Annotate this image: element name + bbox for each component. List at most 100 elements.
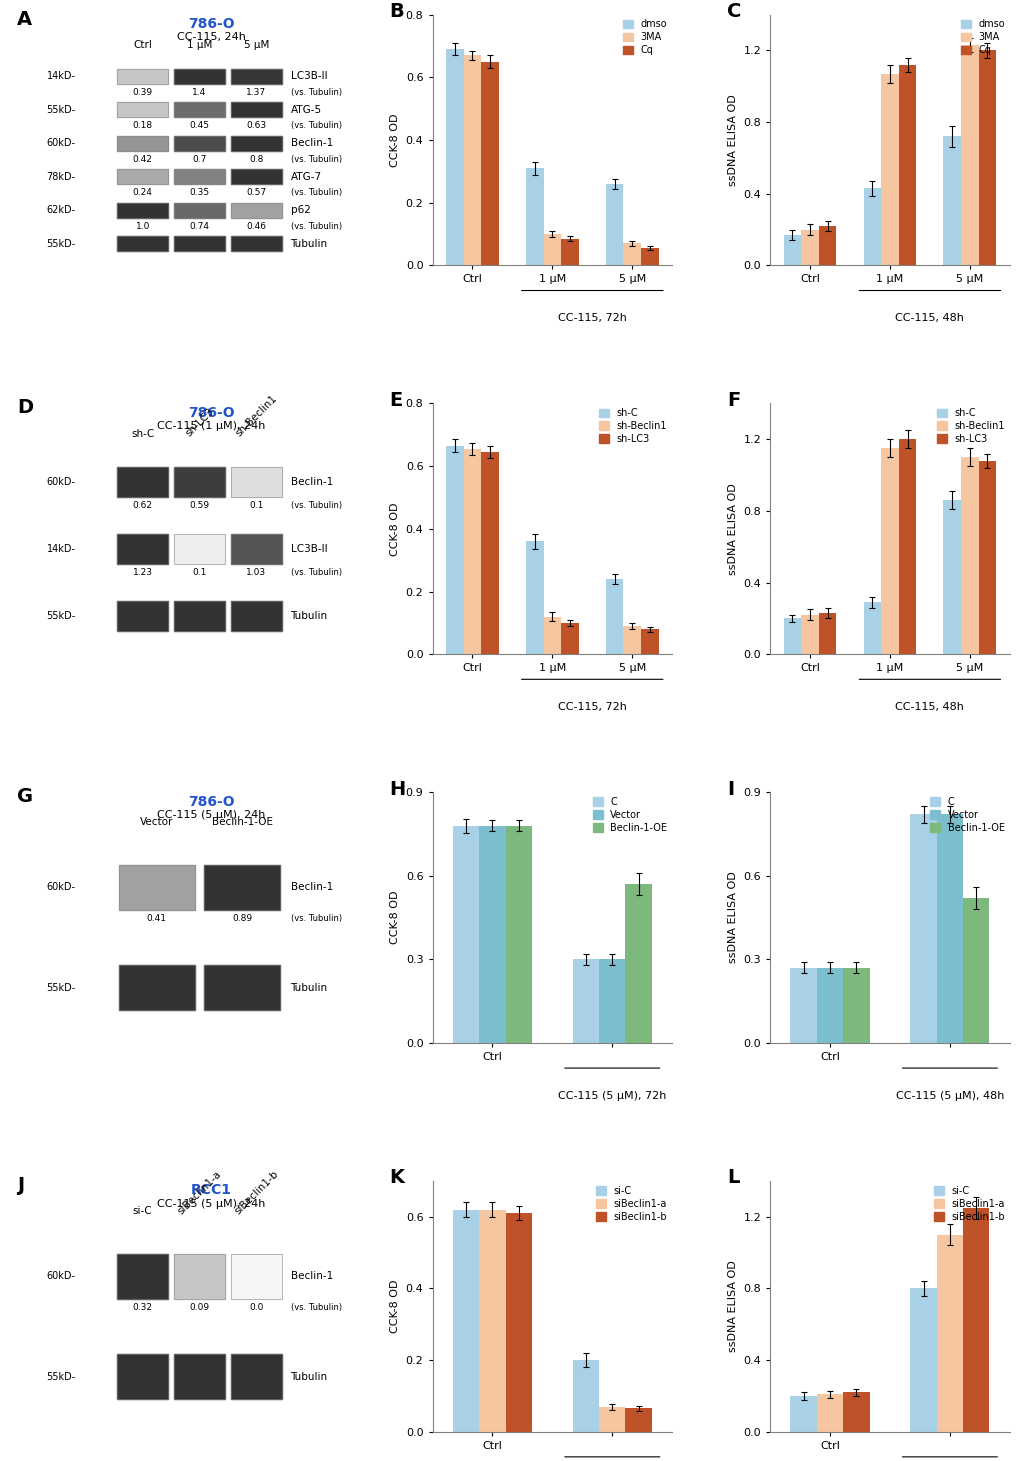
Text: CC-115, 72h: CC-115, 72h xyxy=(557,701,626,712)
Bar xyxy=(481,451,498,655)
Text: siBeclin1-a: siBeclin1-a xyxy=(175,1169,223,1216)
Bar xyxy=(173,69,225,83)
Text: 1.4: 1.4 xyxy=(193,88,207,96)
Text: 0.74: 0.74 xyxy=(190,222,209,231)
Text: Beclin-1: Beclin-1 xyxy=(290,1271,332,1281)
Text: 0.1: 0.1 xyxy=(192,568,207,577)
Text: 0.41: 0.41 xyxy=(147,913,167,923)
Text: 0.18: 0.18 xyxy=(132,121,153,130)
Text: CC-115 (5 μM), 72h: CC-115 (5 μM), 72h xyxy=(557,1091,665,1100)
Bar xyxy=(173,136,225,150)
Text: 0.57: 0.57 xyxy=(246,188,266,197)
Text: p62: p62 xyxy=(290,205,310,215)
Text: (vs. Tubulin): (vs. Tubulin) xyxy=(290,913,341,923)
Text: CC-115 (5 μM), 24h: CC-115 (5 μM), 24h xyxy=(157,809,265,820)
Text: 0.63: 0.63 xyxy=(246,121,266,130)
Bar xyxy=(598,960,625,1043)
Text: sh-LC3: sh-LC3 xyxy=(183,406,215,438)
Bar xyxy=(173,237,225,251)
Bar xyxy=(526,168,543,266)
Bar xyxy=(173,1254,225,1299)
Bar xyxy=(173,1254,225,1299)
Bar xyxy=(173,468,225,497)
Text: CC-115, 48h: CC-115, 48h xyxy=(895,701,963,712)
Text: 14kD-: 14kD- xyxy=(47,72,75,82)
Legend: si-C, siBeclin1-a, siBeclin1-b: si-C, siBeclin1-a, siBeclin1-b xyxy=(596,1186,666,1221)
Text: G: G xyxy=(17,787,34,806)
Bar xyxy=(204,966,280,1011)
Bar xyxy=(481,61,498,266)
Bar xyxy=(623,625,640,655)
Text: Beclin-1: Beclin-1 xyxy=(290,882,332,893)
Text: J: J xyxy=(17,1176,24,1195)
Bar xyxy=(863,188,880,266)
Bar xyxy=(623,244,640,266)
Text: 1.03: 1.03 xyxy=(246,568,266,577)
Y-axis label: CCK-8 OD: CCK-8 OD xyxy=(390,114,399,167)
Bar xyxy=(230,468,281,497)
Bar xyxy=(117,600,168,631)
Bar xyxy=(117,237,168,251)
Bar xyxy=(118,865,195,910)
Text: Beclin-1: Beclin-1 xyxy=(290,476,332,487)
Text: CC-115 (5 μM), 24h: CC-115 (5 μM), 24h xyxy=(157,1198,265,1208)
Bar xyxy=(816,1394,843,1432)
Bar xyxy=(204,966,280,1011)
Text: 786-O: 786-O xyxy=(187,795,234,809)
Bar xyxy=(230,237,281,251)
Text: 55kD-: 55kD- xyxy=(47,105,75,115)
Text: L: L xyxy=(727,1169,739,1188)
Bar xyxy=(505,1213,532,1432)
Bar xyxy=(117,203,168,218)
Text: Beclin-1-OE: Beclin-1-OE xyxy=(211,817,272,827)
Text: (vs. Tubulin): (vs. Tubulin) xyxy=(290,88,341,96)
Text: Tubulin: Tubulin xyxy=(290,983,327,993)
Text: K: K xyxy=(389,1169,404,1188)
Text: 55kD-: 55kD- xyxy=(47,1372,75,1382)
Bar xyxy=(117,102,168,117)
Bar xyxy=(625,884,651,1043)
Text: Beclin-1: Beclin-1 xyxy=(290,139,332,149)
Bar xyxy=(818,226,836,266)
Text: 786-O: 786-O xyxy=(187,18,234,31)
Bar xyxy=(560,622,578,655)
Bar xyxy=(230,136,281,150)
Text: 0.32: 0.32 xyxy=(132,1303,153,1312)
Bar xyxy=(605,184,623,266)
Bar xyxy=(943,500,960,655)
Bar xyxy=(909,814,935,1043)
Bar xyxy=(816,967,843,1043)
Bar xyxy=(445,446,464,655)
Bar xyxy=(230,600,281,631)
Text: 55kD-: 55kD- xyxy=(47,238,75,248)
Bar xyxy=(230,1354,281,1400)
Bar xyxy=(801,615,818,655)
Bar xyxy=(230,203,281,218)
Legend: si-C, siBeclin1-a, siBeclin1-b: si-C, siBeclin1-a, siBeclin1-b xyxy=(933,1186,1004,1221)
Text: 1.23: 1.23 xyxy=(132,568,153,577)
Bar xyxy=(230,533,281,564)
Bar xyxy=(173,102,225,117)
Text: 55kD-: 55kD- xyxy=(47,983,75,993)
Legend: dmso, 3MA, Cq: dmso, 3MA, Cq xyxy=(960,19,1004,56)
Text: (vs. Tubulin): (vs. Tubulin) xyxy=(290,121,341,130)
Bar xyxy=(173,1354,225,1400)
Bar xyxy=(230,169,281,184)
Bar xyxy=(173,1354,225,1400)
Bar xyxy=(118,966,195,1011)
Legend: sh-C, sh-Beclin1, sh-LC3: sh-C, sh-Beclin1, sh-LC3 xyxy=(599,408,666,444)
Text: 62kD-: 62kD- xyxy=(47,205,75,215)
Bar xyxy=(117,1254,168,1299)
Y-axis label: CCK-8 OD: CCK-8 OD xyxy=(390,891,399,944)
Text: CC-115 (1 μM), 24h: CC-115 (1 μM), 24h xyxy=(157,421,265,431)
Text: 60kD-: 60kD- xyxy=(47,1271,75,1281)
Bar xyxy=(230,533,281,564)
Y-axis label: ssDNA ELISA OD: ssDNA ELISA OD xyxy=(728,484,737,574)
Text: CC-115, 72h: CC-115, 72h xyxy=(557,313,626,323)
Text: ATG-5: ATG-5 xyxy=(290,105,321,115)
Bar xyxy=(117,1354,168,1400)
Bar xyxy=(230,1354,281,1400)
Text: B: B xyxy=(389,1,404,20)
Text: Tubulin: Tubulin xyxy=(290,238,327,248)
Text: 0.42: 0.42 xyxy=(132,155,153,164)
